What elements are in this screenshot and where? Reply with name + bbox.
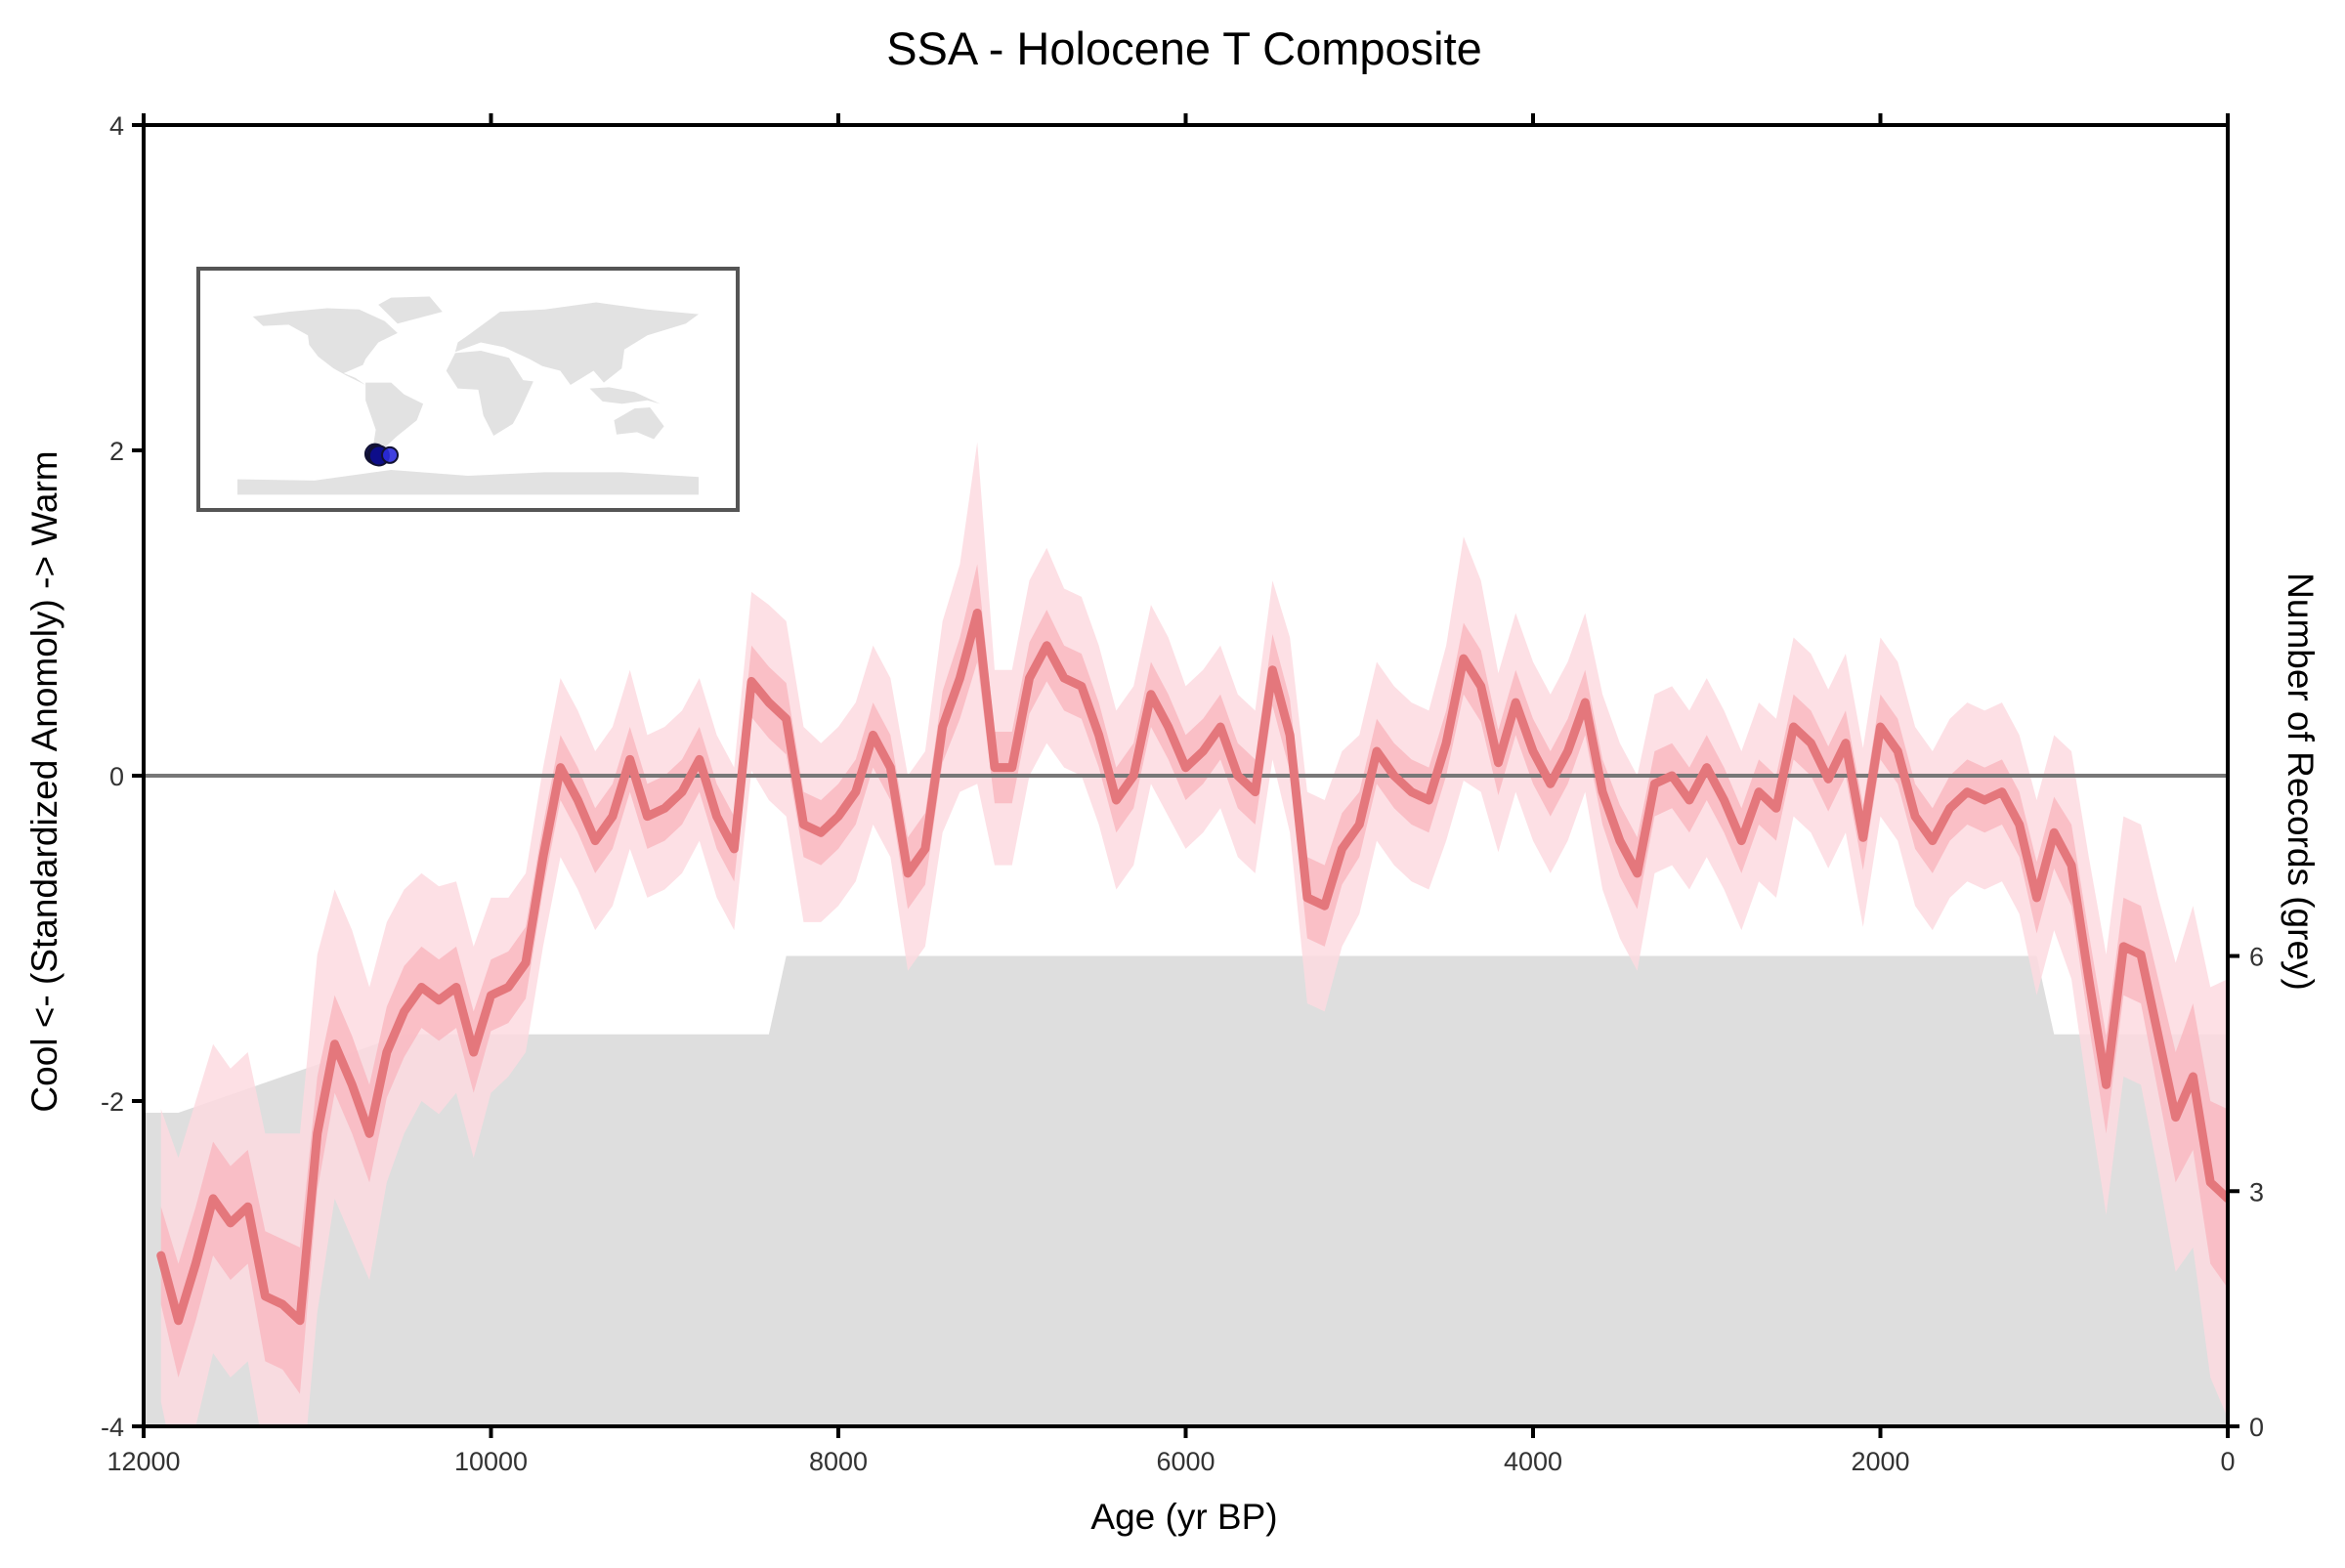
plot-area (144, 442, 2228, 1426)
chart-title: SSA - Holocene T Composite (886, 22, 1482, 74)
y-tick-label: -4 (101, 1413, 124, 1442)
plot-content (144, 442, 2228, 1426)
y-tick-label: -2 (101, 1087, 124, 1117)
landmass-indonesia (589, 387, 661, 404)
record-count-area (144, 955, 2228, 1426)
x-tick-label: 0 (2220, 1447, 2235, 1476)
x-axis-title: Age (yr BP) (1090, 1497, 1277, 1537)
inset-map (196, 267, 740, 512)
y-tick-label: 4 (109, 111, 124, 141)
y2-tick-label: 3 (2249, 1177, 2264, 1207)
site-marker (381, 445, 400, 464)
x-tick-label: 2000 (1851, 1447, 1909, 1476)
landmass-antarctica (237, 469, 699, 495)
landmass-eurasia (454, 302, 699, 386)
x-tick-label: 8000 (809, 1447, 868, 1476)
landmass-australia (614, 406, 664, 440)
y2-axis-title: Number of Records (grey) (2281, 572, 2321, 991)
inset-map-frame (196, 267, 740, 512)
y-tick-label: 2 (109, 437, 124, 466)
axes: 12000 10000 8000 6000 4000 2000 0 -4 -2 0 2 4 0 3 6 (101, 111, 2264, 1476)
y-tick-label: 0 (109, 762, 124, 791)
composite-line (156, 609, 2228, 1326)
landmass-greenland (378, 296, 443, 324)
x-tick-label: 4000 (1504, 1447, 1562, 1476)
landmass-south-america (365, 382, 424, 460)
x-tick-label: 10000 (454, 1447, 528, 1476)
x-tick-label: 6000 (1156, 1447, 1215, 1476)
x-tick-label: 12000 (107, 1447, 180, 1476)
y2-tick-label: 0 (2249, 1413, 2264, 1442)
uncertainty-band-outer (160, 442, 2228, 1426)
landmass-north-america (252, 308, 398, 386)
y2-tick-label: 6 (2249, 943, 2264, 972)
landmass-africa (446, 350, 533, 436)
y-axis-title: Cool <- (Standardized Anomoly) -> Warm (24, 450, 64, 1112)
